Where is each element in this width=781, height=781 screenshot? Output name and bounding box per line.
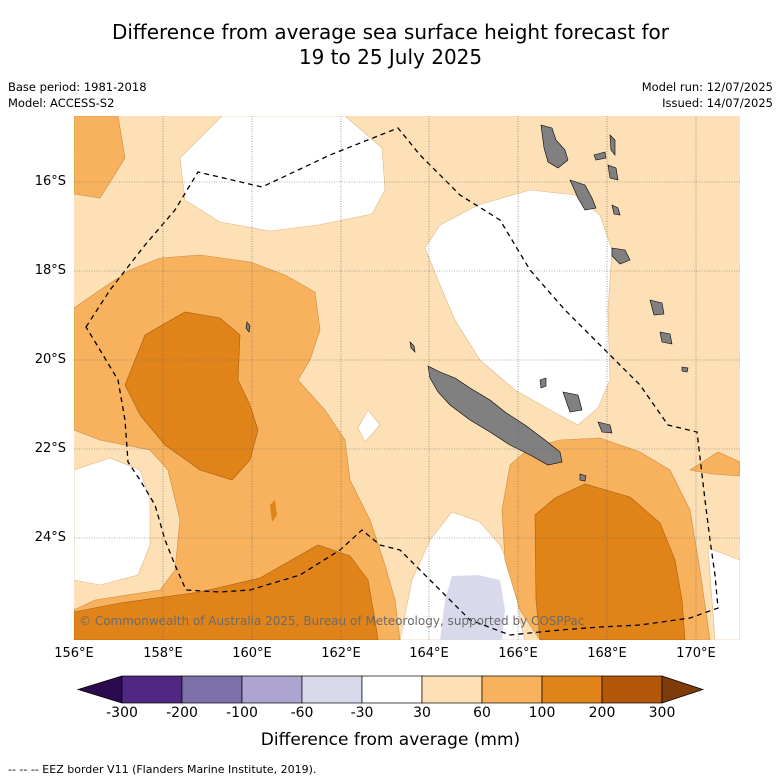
- cb-tick-60: 60: [473, 705, 491, 721]
- meta-left: Base period: 1981-2018 Model: ACCESS-S2: [8, 79, 147, 111]
- colorbar-swatch: [181, 675, 243, 704]
- cb-tick-minus100: -100: [226, 705, 258, 721]
- field-neutral-east: [424, 189, 613, 426]
- island-belep: [409, 341, 416, 353]
- cb-tick-200: 200: [588, 705, 616, 721]
- field-100-200-west: [124, 311, 259, 481]
- cb-tick-100: 100: [528, 705, 556, 721]
- cb-tick-300: 300: [648, 705, 676, 721]
- lat-label-20s: 20°S: [34, 352, 66, 367]
- lon-label-156e: 156°E: [54, 646, 94, 661]
- cb-tick-minus60: -60: [290, 705, 314, 721]
- island-efate: [611, 247, 631, 265]
- colorbar-swatch: [361, 675, 423, 704]
- colorbar-swatch: [121, 675, 183, 704]
- lon-label-162e: 162°E: [321, 646, 361, 661]
- field-neutral-se: [707, 547, 740, 640]
- cb-tick-minus30: -30: [350, 705, 374, 721]
- colorbar-swatch: [481, 675, 543, 704]
- island-ambae: [593, 151, 607, 161]
- lat-label-16s: 16°S: [34, 174, 66, 189]
- field-minus-30-60: [440, 575, 505, 640]
- island-aneityum: [681, 366, 689, 373]
- field-100-200-se: [534, 483, 686, 640]
- land-masses: [245, 124, 689, 482]
- lon-label-158e: 158°E: [143, 646, 183, 661]
- eez-border: [85, 127, 719, 636]
- island-epi: [611, 204, 621, 216]
- island-pentecost: [607, 164, 619, 181]
- field-60-100-nw: [74, 116, 126, 199]
- island-maewo: [609, 134, 616, 156]
- lon-label-168e: 168°E: [587, 646, 627, 661]
- issued-date: Issued: 14/07/2025: [662, 96, 773, 110]
- colorbar-swatch: [301, 675, 363, 704]
- colorbar-swatch: [541, 675, 603, 704]
- island-erromango: [649, 299, 665, 316]
- lon-label-160e: 160°E: [232, 646, 272, 661]
- colorbar-swatch: [241, 675, 303, 704]
- island-walpole: [579, 473, 587, 482]
- field-neutral-west: [74, 457, 151, 586]
- new-caledonia-island: [427, 365, 563, 466]
- island-tanna: [659, 331, 673, 345]
- lat-label-18s: 18°S: [34, 263, 66, 278]
- colorbar: [76, 675, 705, 704]
- island-ouvea: [539, 377, 547, 389]
- model-run: Model run: 12/07/2025: [641, 80, 773, 94]
- island-chesterfield: [245, 321, 251, 333]
- lon-label-166e: 166°E: [498, 646, 538, 661]
- island-malakula: [569, 179, 597, 211]
- colorbar-title: Difference from average (mm): [260, 730, 521, 750]
- title-line-2: 19 to 25 July 2025: [298, 45, 483, 69]
- lat-label-24s: 24°S: [34, 530, 66, 545]
- island-lifou: [562, 391, 583, 413]
- island-mare: [597, 421, 613, 434]
- lon-label-164e: 164°E: [409, 646, 449, 661]
- field-100-200-dot: [270, 500, 277, 522]
- colorbar-extend-high: [661, 675, 705, 704]
- cb-tick-minus300: -300: [106, 705, 138, 721]
- cb-tick-minus200: -200: [166, 705, 198, 721]
- map-title: Difference from average sea surface heig…: [0, 20, 781, 70]
- lon-label-170e: 170°E: [676, 646, 716, 661]
- cb-tick-30: 30: [413, 705, 431, 721]
- copyright-notice: © Commonwealth of Australia 2025, Bureau…: [79, 614, 585, 628]
- colorbar-swatch: [421, 675, 483, 704]
- map-fields: [74, 116, 740, 640]
- lat-label-22s: 22°S: [34, 441, 66, 456]
- field-60-100-east-strip: [689, 451, 740, 477]
- colorbar-swatch: [601, 675, 663, 704]
- title-line-1: Difference from average sea surface heig…: [111, 20, 670, 44]
- model-name: Model: ACCESS-S2: [8, 96, 115, 110]
- field-neutral-north: [179, 116, 386, 232]
- base-period: Base period: 1981-2018: [8, 80, 147, 94]
- island-espiritu-santo: [540, 124, 569, 169]
- meta-right: Model run: 12/07/2025 Issued: 14/07/2025: [642, 79, 773, 111]
- colorbar-extend-low: [76, 675, 123, 704]
- gridlines: [74, 116, 740, 640]
- field-100-200-south: [74, 544, 379, 640]
- field-neutral-small: [357, 409, 381, 443]
- eez-legend: -- -- -- EEZ border V11 (Flanders Marine…: [8, 763, 317, 776]
